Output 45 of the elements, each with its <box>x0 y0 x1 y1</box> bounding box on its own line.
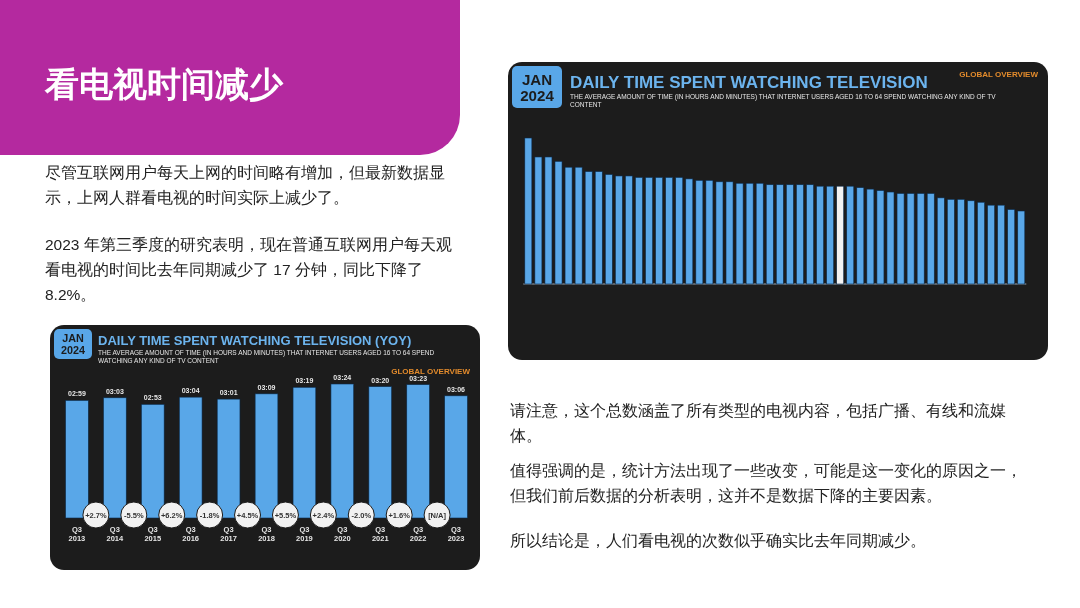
chart-title: DAILY TIME SPENT WATCHING TELEVISION <box>570 73 928 92</box>
bar <box>997 204 1005 285</box>
bar <box>826 185 834 285</box>
bar <box>594 171 603 285</box>
bar <box>615 175 623 285</box>
text: 尽管互联网用户每天上网的时间略有增加，但最新数据显示，上网人群看电视的时间实际上减少了。 <box>45 163 446 208</box>
bar <box>665 177 673 285</box>
bar <box>776 184 784 285</box>
bar <box>1007 209 1016 285</box>
text: 所以结论是，人们看电视的次数似乎确实比去年同期减少。 <box>510 531 927 551</box>
text: JAN 2024 <box>60 332 86 356</box>
bar <box>444 395 468 519</box>
bar <box>856 187 865 285</box>
bar <box>786 184 794 285</box>
text: GLOBAL OVERVIEW <box>391 367 471 376</box>
text: 2023 年第三季度的研究表明，现在普通互联网用户每天观看电视的时间比去年同期减少了 17 分钟，同比下降了 8.2%。 <box>45 235 453 305</box>
text: 看电视时间减少 <box>45 64 283 105</box>
bar <box>977 201 985 285</box>
bar <box>926 193 935 285</box>
text: 请注意，这个总数涵盖了所有类型的电视内容，包括广播、有线和流媒体。 <box>510 401 1007 446</box>
bar <box>806 184 814 285</box>
bar <box>765 184 774 285</box>
bar <box>584 171 593 285</box>
bar <box>604 174 613 285</box>
bar <box>755 182 764 285</box>
bar <box>936 197 945 285</box>
bar <box>947 199 955 285</box>
bar <box>987 204 995 285</box>
chart-title: DAILY TIME SPENT WATCHING TELEVISION (YOY) <box>98 333 412 348</box>
bar <box>685 178 694 285</box>
bar <box>1017 210 1026 285</box>
bar <box>967 200 975 285</box>
bar <box>625 175 633 285</box>
bar <box>675 177 684 285</box>
bar <box>645 177 653 285</box>
bar <box>655 177 663 285</box>
bar <box>816 185 824 285</box>
bar <box>957 199 965 285</box>
bar <box>846 185 855 285</box>
bar <box>796 184 804 285</box>
text: JAN 2024 <box>520 70 555 104</box>
text: GLOBAL OVERVIEW <box>959 70 1039 79</box>
bar <box>635 177 643 285</box>
text: 值得强调的是，统计方法出现了一些改变，可能是这一变化的原因之一，但我们前后数据的分析表明，这并不是数据下降的主要因素。 <box>510 461 1023 506</box>
bar <box>836 185 845 285</box>
